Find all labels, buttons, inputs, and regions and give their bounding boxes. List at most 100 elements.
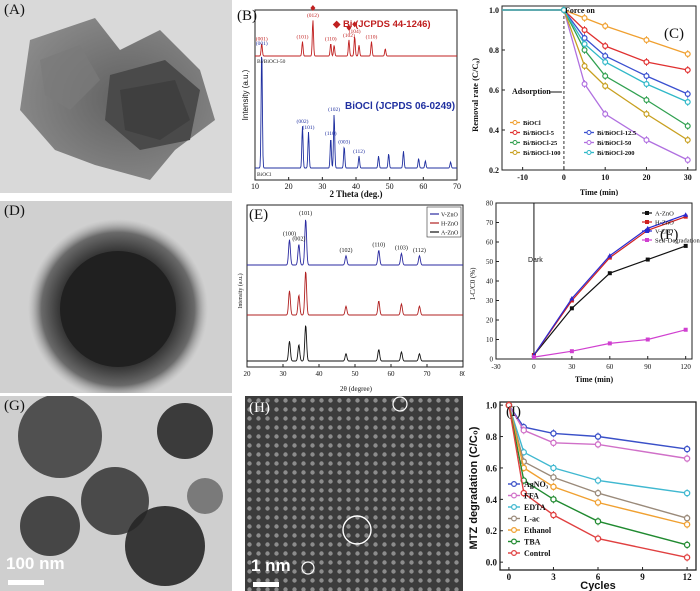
x-tick-label: 9 bbox=[640, 572, 645, 582]
y-tick-label: 60 bbox=[486, 239, 494, 247]
x-tick-label: 60 bbox=[388, 370, 396, 378]
y-tick-label: 0.0 bbox=[486, 558, 498, 568]
y-tick-label: 50 bbox=[486, 258, 494, 266]
peak-label: (002) bbox=[292, 235, 305, 242]
x-tick-label: 10 bbox=[251, 182, 259, 191]
legend-marker bbox=[645, 211, 649, 215]
legend-label: EDTA bbox=[524, 503, 546, 512]
series-line-3 bbox=[502, 9, 689, 127]
x-tick-label: 20 bbox=[642, 173, 650, 182]
x-tick-label: 30 bbox=[318, 182, 326, 191]
ref-bi-label: ◆ Bi (JCPDS 44-1246) bbox=[332, 19, 431, 30]
data-point bbox=[684, 122, 691, 129]
legend-marker bbox=[510, 550, 517, 557]
data-point bbox=[581, 46, 588, 53]
data-point bbox=[602, 58, 609, 65]
data-point bbox=[683, 455, 691, 462]
legend-label: Bi/BiOCl-25 bbox=[523, 140, 558, 147]
panel-d-tem-image: (D) bbox=[0, 201, 232, 393]
y-tick-label: 0.2 bbox=[489, 166, 499, 175]
data-point bbox=[602, 42, 609, 49]
legend-marker bbox=[512, 140, 518, 145]
x-tick-label: 20 bbox=[285, 182, 293, 191]
series-line-0 bbox=[533, 245, 686, 356]
y-tick-label: 80 bbox=[486, 200, 494, 208]
series-label-bottom: BiOCl bbox=[257, 172, 272, 178]
bi-peak-marker bbox=[352, 21, 358, 28]
data-point bbox=[581, 27, 588, 34]
panel-label-d: (D) bbox=[4, 203, 25, 219]
series-line-4 bbox=[502, 9, 688, 161]
y-tick-label: 0.8 bbox=[486, 432, 498, 442]
data-point bbox=[683, 212, 689, 217]
y-tick-label: 0.4 bbox=[489, 126, 499, 135]
data-point bbox=[683, 541, 691, 549]
ref-biocl-label: BiOCl (JCPDS 06-0249) bbox=[345, 101, 455, 112]
data-point bbox=[569, 349, 574, 354]
legend-marker bbox=[510, 527, 517, 534]
x-axis-title: Cycles bbox=[580, 580, 615, 591]
data-point bbox=[684, 137, 691, 144]
data-point bbox=[683, 554, 691, 561]
data-point bbox=[505, 401, 513, 409]
data-point bbox=[594, 489, 602, 497]
data-point bbox=[643, 110, 650, 117]
tem-nanosheet-image bbox=[0, 0, 232, 193]
data-point bbox=[550, 511, 557, 519]
scale-bar-label: 100 nm bbox=[6, 554, 65, 573]
data-point bbox=[684, 157, 691, 164]
legend-marker bbox=[645, 229, 649, 233]
peak-label: (001) bbox=[256, 40, 268, 47]
panel-label-b: (B) bbox=[237, 8, 257, 24]
x-tick-label: 70 bbox=[453, 182, 461, 191]
data-point bbox=[643, 72, 650, 79]
data-point bbox=[581, 80, 588, 87]
data-point bbox=[684, 66, 691, 73]
legend-marker bbox=[586, 150, 592, 155]
y-tick-label: 0 bbox=[490, 356, 494, 364]
legend-marker bbox=[645, 238, 649, 242]
data-point bbox=[607, 271, 612, 276]
legend-marker bbox=[512, 130, 518, 135]
peak-label: (101) bbox=[297, 34, 309, 41]
data-point bbox=[594, 477, 602, 484]
data-point bbox=[581, 40, 588, 47]
data-point bbox=[594, 441, 602, 448]
legend-label: A-ZnO bbox=[655, 211, 674, 218]
data-point bbox=[645, 337, 650, 342]
data-point bbox=[643, 96, 650, 103]
data-point bbox=[550, 474, 557, 481]
legend-label: Self-Degradation bbox=[655, 238, 700, 245]
y-tick-label: 0.2 bbox=[486, 526, 498, 536]
series-label-top: Bi/BiOCl-50 bbox=[257, 59, 286, 65]
data-point bbox=[550, 430, 557, 437]
data-point bbox=[594, 433, 602, 440]
data-point bbox=[684, 50, 691, 57]
peak-label: (110) bbox=[325, 130, 337, 137]
data-point bbox=[683, 327, 688, 332]
series-line-1 bbox=[508, 404, 688, 460]
x-tick-label: 30 bbox=[684, 173, 692, 182]
y-axis-title: MTZ degradation (C/C₀) bbox=[468, 426, 480, 549]
panel-b-xrd-chart: (001) (101) (012) (110) (102) (104) (110) (001)… bbox=[233, 0, 465, 200]
data-point bbox=[683, 514, 691, 522]
panel-f-degradation-chart: 0 10 20 30 40 50 60 70 80 -30 0 30 60 90 120 A-ZnO H-ZnO… bbox=[466, 199, 700, 395]
peak-label: (002) bbox=[297, 118, 309, 125]
data-point bbox=[602, 82, 609, 89]
x-tick-label: 60 bbox=[419, 182, 427, 191]
legend-marker bbox=[586, 130, 592, 135]
data-point bbox=[607, 341, 612, 346]
legend-label: V-ZnO bbox=[441, 213, 458, 219]
x-tick-label: 70 bbox=[424, 370, 432, 378]
x-axis-title: Time (min) bbox=[580, 188, 619, 196]
data-point bbox=[643, 58, 650, 65]
legend-label: Ethanol bbox=[524, 526, 552, 535]
peak-label: (102) bbox=[343, 32, 355, 39]
xrd-trace-biocl bbox=[255, 56, 457, 169]
tem-clusters-image bbox=[0, 396, 232, 591]
peak-label: (102) bbox=[340, 247, 353, 254]
data-point bbox=[602, 52, 609, 59]
x-tick-label: 3 bbox=[551, 572, 556, 582]
legend-label: Bi/BiOCl-12.5 bbox=[597, 130, 637, 137]
